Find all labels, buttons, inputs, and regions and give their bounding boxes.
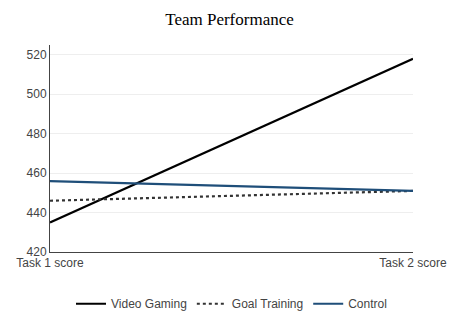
svg-text:500: 500 <box>27 87 47 101</box>
svg-text:480: 480 <box>27 127 47 141</box>
svg-text:Video Gaming: Video Gaming <box>111 297 187 311</box>
svg-text:Control: Control <box>348 297 387 311</box>
svg-text:520: 520 <box>27 48 47 62</box>
svg-text:460: 460 <box>27 166 47 180</box>
svg-text:Task 2 score: Task 2 score <box>379 256 447 270</box>
svg-text:Task 1 score: Task 1 score <box>16 256 84 270</box>
svg-text:Goal Training: Goal Training <box>232 297 303 311</box>
svg-text:440: 440 <box>27 206 47 220</box>
svg-text:420: 420 <box>27 245 47 259</box>
svg-text:Team Performance: Team Performance <box>165 10 294 29</box>
